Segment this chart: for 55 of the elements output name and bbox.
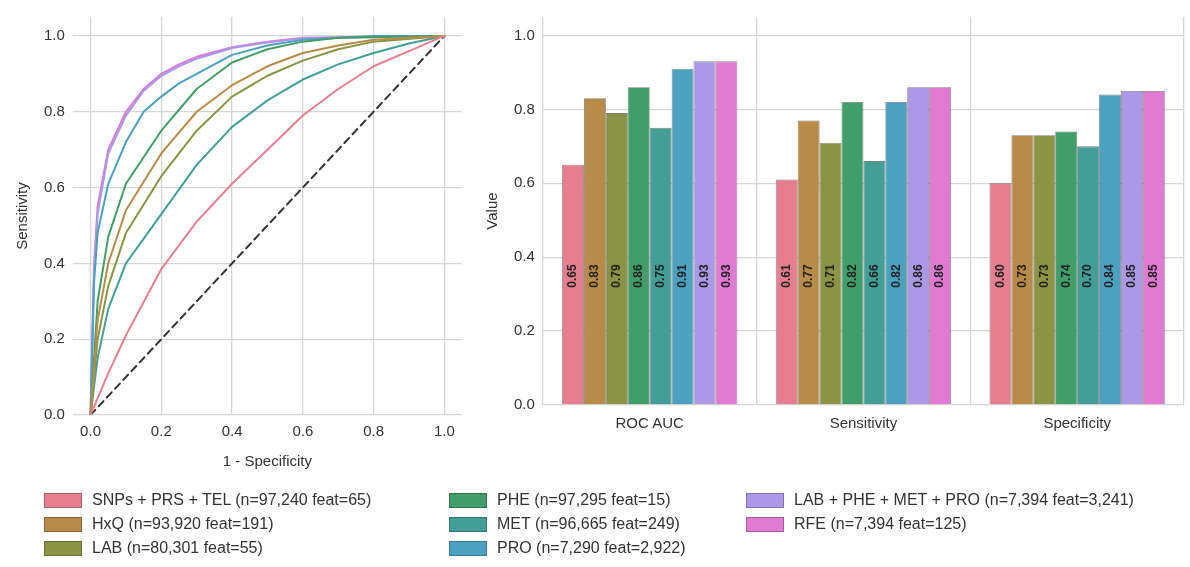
legend-label: LAB (n=80,301 feat=55) <box>92 539 263 557</box>
data-label: 0.91 <box>674 264 689 288</box>
x-axis-title: 1 - Specificity <box>222 452 313 470</box>
legend-label: PHE (n=97,295 feat=15) <box>497 491 671 509</box>
data-label: 0.82 <box>844 264 859 288</box>
data-label: 0.86 <box>910 264 925 288</box>
y-tick-label: 0.8 <box>513 99 535 117</box>
data-label: 0.74 <box>1058 264 1073 288</box>
data-label: 0.61 <box>779 264 794 288</box>
data-label: 0.83 <box>587 264 602 288</box>
x-tick-label: 0.6 <box>292 422 314 440</box>
y-tick-label: 0.8 <box>43 101 65 119</box>
y-tick-label: 1.0 <box>43 26 65 44</box>
y-tick-label: 0.0 <box>513 395 535 413</box>
data-label: 0.82 <box>888 264 903 288</box>
y-tick-label: 0.2 <box>513 321 535 339</box>
data-label: 0.66 <box>866 264 881 288</box>
data-label: 0.86 <box>631 264 646 288</box>
data-label: 0.70 <box>1080 264 1095 288</box>
data-label: 0.84 <box>1102 264 1117 288</box>
x-tick-label: Specificity <box>1043 414 1112 432</box>
data-label: 0.60 <box>992 264 1007 288</box>
data-label: 0.73 <box>1036 264 1051 288</box>
x-tick-label: 0.8 <box>363 422 384 440</box>
y-axis-title: Sensitivity <box>13 181 31 250</box>
legend-label: LAB + PHE + MET + PRO (n=7,394 feat=3,241) <box>794 491 1134 509</box>
data-label: 0.73 <box>1014 264 1029 288</box>
data-label: 0.86 <box>932 264 947 288</box>
x-tick-label: 0.0 <box>80 422 101 440</box>
data-label: 0.93 <box>718 264 733 288</box>
data-label: 0.93 <box>696 264 711 288</box>
y-tick-label: 1.0 <box>513 25 535 43</box>
data-label: 0.85 <box>1124 264 1139 288</box>
y-tick-label: 0.6 <box>43 177 65 195</box>
data-label: 0.71 <box>822 264 837 288</box>
x-tick-label: 1.0 <box>433 422 455 440</box>
legend-label: RFE (n=7,394 feat=125) <box>794 515 967 533</box>
data-label: 0.75 <box>652 264 667 288</box>
data-label: 0.77 <box>800 264 815 288</box>
data-label: 0.85 <box>1146 264 1161 288</box>
legend-label: HxQ (n=93,920 feat=191) <box>92 515 274 533</box>
legend-label: PRO (n=7,290 feat=2,922) <box>497 539 686 557</box>
data-label: 0.65 <box>565 264 580 288</box>
x-tick-label: Sensitivity <box>829 414 898 432</box>
y-axis-title: Value <box>483 192 501 230</box>
x-tick-label: 0.2 <box>150 422 172 440</box>
x-tick-label: 0.4 <box>221 422 243 440</box>
legend-label: MET (n=96,665 feat=249) <box>497 515 680 533</box>
legend-label: SNPs + PRS + TEL (n=97,240 feat=65) <box>92 491 372 509</box>
y-tick-label: 0.2 <box>43 329 65 347</box>
data-label: 0.79 <box>609 264 624 288</box>
y-tick-label: 0.6 <box>513 173 535 191</box>
y-tick-label: 0.4 <box>43 253 65 271</box>
y-tick-label: 0.4 <box>513 247 535 265</box>
x-tick-label: ROC AUC <box>615 414 685 432</box>
